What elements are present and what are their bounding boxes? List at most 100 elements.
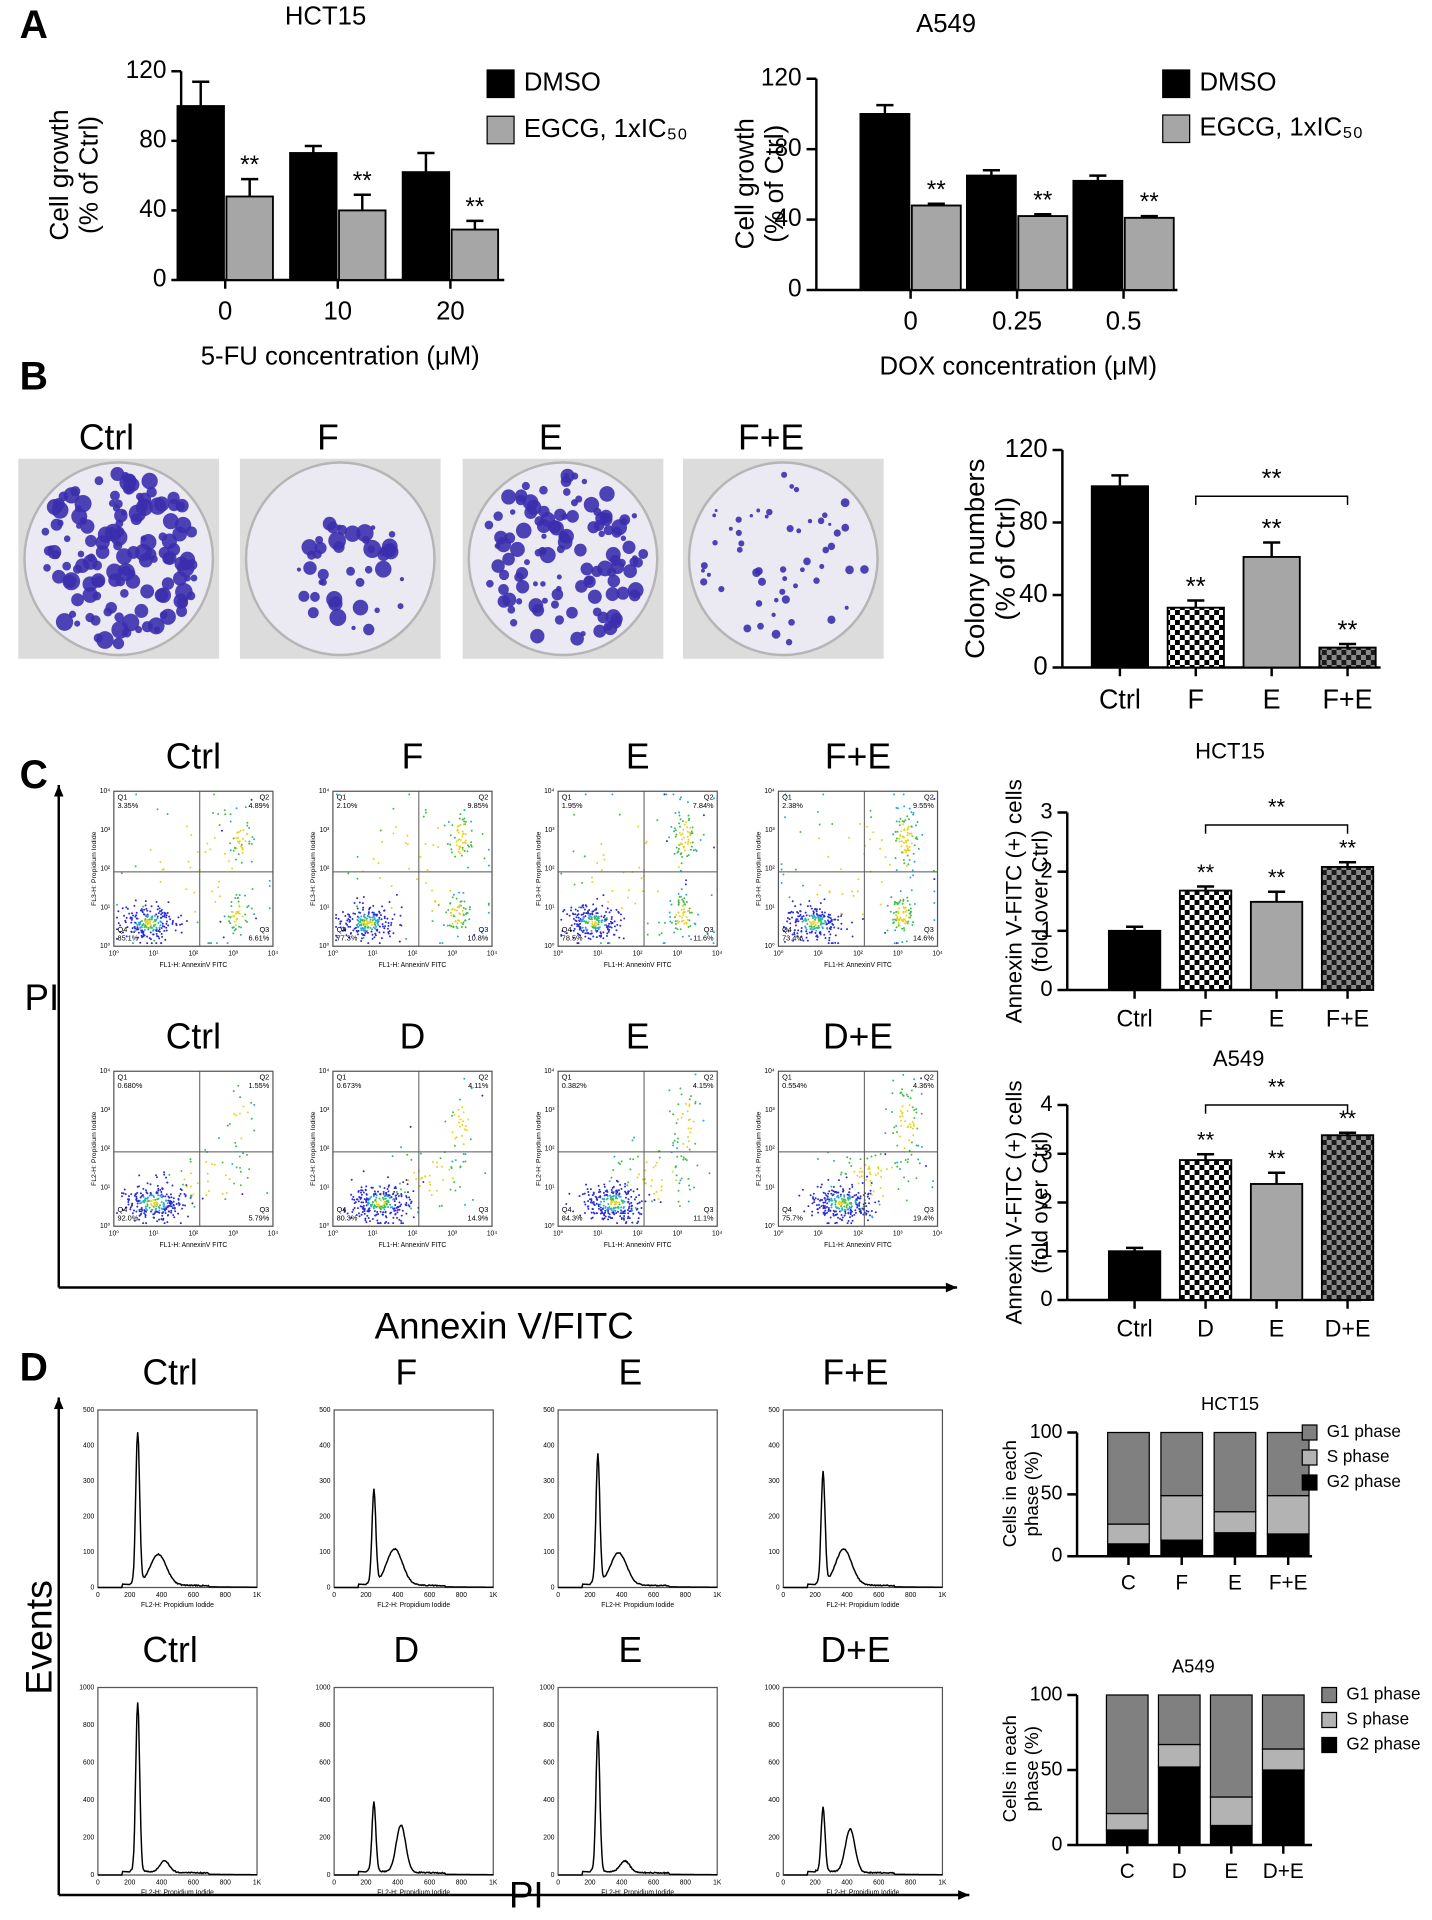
colony-dot	[114, 500, 123, 509]
event-dot	[121, 1195, 123, 1197]
event-dot	[570, 907, 572, 909]
y-tick-label: 10³	[545, 1107, 555, 1114]
arrow-head	[958, 1890, 969, 1900]
event-dot	[877, 1172, 879, 1174]
event-dot	[600, 933, 602, 935]
event-dot	[625, 1221, 627, 1223]
event-dot	[921, 1093, 923, 1095]
event-dot	[269, 885, 271, 887]
y-tick-label: 10²	[545, 866, 555, 873]
y-tick-label: 10⁴	[764, 788, 774, 795]
event-dot	[222, 1161, 224, 1163]
event-dot	[233, 1090, 235, 1092]
event-dot	[458, 832, 460, 834]
event-dot	[601, 921, 603, 923]
plot-label: D	[400, 1016, 426, 1056]
event-dot	[676, 1147, 678, 1149]
event-dot	[379, 877, 381, 879]
event-dot	[483, 857, 485, 859]
event-dot	[835, 1206, 837, 1208]
event-dot	[614, 925, 616, 927]
x-tick-label: 0.5	[1106, 305, 1142, 335]
event-dot	[158, 930, 160, 932]
y-tick-label: 600	[319, 1759, 330, 1766]
y-axis-label: (fold over Ctrl)	[1028, 830, 1053, 972]
colony-dot	[588, 590, 602, 604]
plot-frame	[98, 1410, 257, 1588]
event-dot	[611, 916, 613, 918]
event-dot	[127, 908, 129, 910]
event-dot	[452, 896, 454, 898]
event-dot	[389, 935, 391, 937]
event-dot	[859, 823, 861, 825]
event-dot	[386, 1195, 388, 1197]
event-dot	[678, 893, 680, 895]
event-dot	[856, 1175, 858, 1177]
colony-dot	[94, 633, 103, 642]
event-dot	[855, 1202, 857, 1204]
event-dot	[681, 856, 683, 858]
event-dot	[432, 844, 434, 846]
y-tick-label: 1000	[315, 1684, 330, 1691]
event-dot	[216, 942, 218, 944]
colony-dot	[628, 582, 644, 598]
event-dot	[148, 927, 150, 929]
colony-dot	[70, 486, 80, 496]
colony-dot	[191, 575, 198, 582]
event-dot	[830, 1216, 832, 1218]
y-tick-label: 10⁰	[765, 1223, 775, 1230]
event-dot	[131, 919, 133, 921]
colony-dot	[52, 550, 61, 559]
quadrant-name: Q1	[337, 792, 347, 801]
event-dot	[588, 937, 590, 939]
event-dot	[807, 940, 809, 942]
x-tick-label: 0	[332, 1879, 336, 1886]
event-dot	[600, 843, 602, 845]
event-dot	[422, 1181, 424, 1183]
event-dot	[235, 924, 237, 926]
event-dot	[392, 1222, 394, 1224]
event-dot	[488, 849, 490, 851]
event-dot	[598, 921, 600, 923]
event-dot	[845, 1212, 847, 1214]
y-tick-label: 500	[768, 1407, 779, 1414]
quadrant-percent: 9.55%	[913, 801, 934, 810]
event-dot	[587, 1191, 589, 1193]
x-tick-label: 0	[96, 1879, 100, 1886]
event-dot	[180, 1188, 182, 1190]
event-dot	[360, 927, 362, 929]
event-dot	[586, 929, 588, 931]
event-dot	[628, 1207, 630, 1209]
event-dot	[197, 1182, 199, 1184]
colony-dot	[542, 598, 548, 604]
event-dot	[607, 907, 609, 909]
event-dot	[575, 916, 577, 918]
event-dot	[252, 888, 254, 890]
event-dot	[380, 1193, 382, 1195]
event-dot	[151, 1209, 153, 1211]
event-dot	[896, 926, 898, 928]
event-dot	[177, 916, 179, 918]
event-dot	[618, 1203, 620, 1205]
event-dot	[835, 934, 837, 936]
event-dot	[687, 1127, 689, 1129]
event-dot	[371, 922, 373, 924]
y-tick-label: 10⁰	[100, 1223, 110, 1230]
event-dot	[685, 1103, 687, 1105]
event-dot	[145, 1222, 147, 1224]
event-dot	[901, 840, 903, 842]
event-dot	[387, 1206, 389, 1208]
event-dot	[236, 894, 238, 896]
colony-dot	[566, 510, 579, 523]
event-dot	[909, 808, 911, 810]
event-dot	[157, 808, 159, 810]
event-dot	[681, 917, 683, 919]
event-dot	[569, 915, 571, 917]
event-dot	[816, 1204, 818, 1206]
event-dot	[797, 929, 799, 931]
event-dot	[881, 881, 883, 883]
event-dot	[405, 1204, 407, 1206]
event-dot	[228, 916, 230, 918]
event-dot	[138, 1200, 140, 1202]
event-dot	[684, 849, 686, 851]
